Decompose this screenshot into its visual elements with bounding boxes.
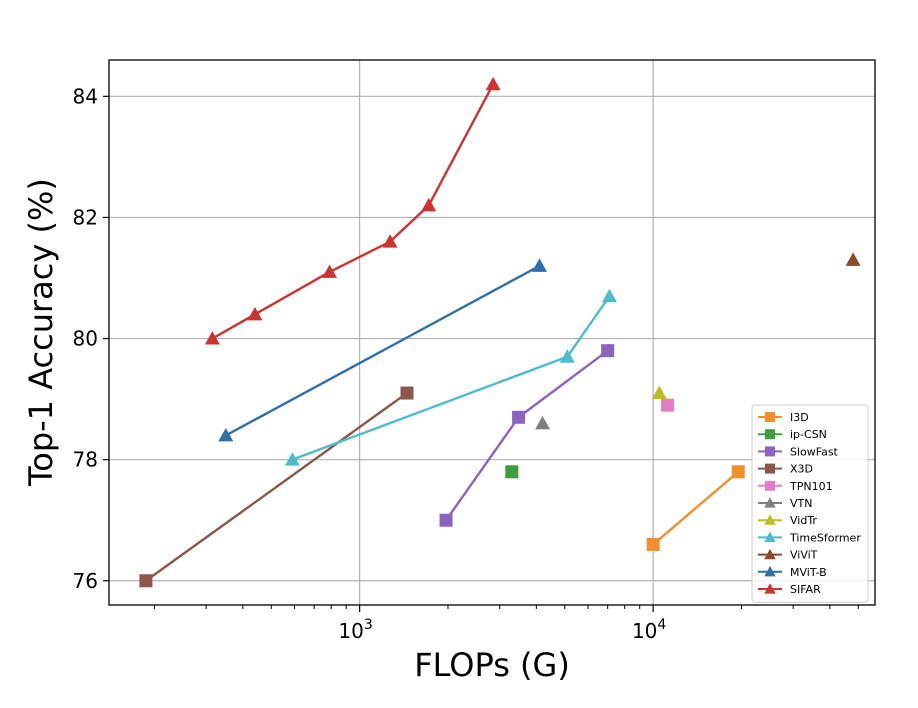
series-vidtr xyxy=(651,385,667,400)
legend-entry: I3D xyxy=(758,411,809,424)
y-axis-ticks: 76 78 80 82 84 xyxy=(73,84,109,593)
y-tick-label: 82 xyxy=(73,205,98,229)
series-x3d xyxy=(139,386,414,588)
legend-label: SIFAR xyxy=(790,583,821,596)
x-tick-label-base: 10 xyxy=(632,619,657,643)
data-point xyxy=(646,537,660,551)
legend-label: I3D xyxy=(790,411,809,424)
series-line xyxy=(652,470,740,546)
data-point xyxy=(651,385,667,400)
series-sifar xyxy=(204,76,501,345)
series-line xyxy=(211,83,495,340)
data-point xyxy=(601,344,615,358)
x-axis-ticks: 103 104 xyxy=(153,605,859,643)
legend-entry: SlowFast xyxy=(758,445,839,458)
data-point xyxy=(218,427,234,442)
series-slowfast xyxy=(439,344,615,527)
data-point xyxy=(512,410,526,424)
legend-entry: TimeSformer xyxy=(758,531,861,544)
data-point xyxy=(382,234,398,248)
legend-entry: MViT-B xyxy=(758,566,827,579)
x-tick-label: 103 xyxy=(338,617,372,643)
series-vtn xyxy=(535,415,551,430)
series-line xyxy=(445,349,609,521)
x-tick-label-exponent: 4 xyxy=(657,617,666,633)
data-point xyxy=(284,452,300,466)
data-series xyxy=(139,76,861,588)
legend-label: TimeSformer xyxy=(789,531,861,544)
data-point xyxy=(602,288,617,303)
series-line xyxy=(291,295,611,461)
series-tpn101 xyxy=(661,398,675,412)
legend-label: ViViT xyxy=(790,549,818,562)
legend-label: TPN101 xyxy=(789,480,833,493)
x-tick-label-exponent: 3 xyxy=(364,617,373,633)
data-point xyxy=(421,197,437,212)
legend-entry: TPN101 xyxy=(758,480,833,493)
data-point xyxy=(505,465,519,479)
legend-marker xyxy=(765,480,775,491)
data-point xyxy=(139,574,153,588)
legend-marker xyxy=(764,548,776,560)
data-point xyxy=(535,415,551,430)
data-point xyxy=(559,349,575,363)
legend-entry: X3D xyxy=(758,463,813,476)
legend-entry: SIFAR xyxy=(758,583,821,596)
data-point xyxy=(400,386,414,400)
legend-marker xyxy=(765,429,775,440)
series-ip-csn xyxy=(505,465,519,479)
legend-entry: VTN xyxy=(758,497,812,510)
data-point xyxy=(322,264,338,278)
data-point xyxy=(532,258,547,272)
legend-label: VTN xyxy=(790,497,812,510)
data-point xyxy=(439,513,453,527)
x-tick-label: 104 xyxy=(632,617,666,643)
legend-marker xyxy=(764,566,776,577)
series-i3d xyxy=(646,465,745,551)
data-point xyxy=(661,398,675,412)
plot-frame xyxy=(108,59,876,606)
y-tick-label: 84 xyxy=(73,84,98,108)
legend-entry: VidTr xyxy=(758,514,817,527)
series-mvit-b xyxy=(218,258,547,442)
y-tick-label: 78 xyxy=(73,448,98,472)
legend-box xyxy=(751,404,869,603)
legend-label: SlowFast xyxy=(790,445,839,458)
data-point xyxy=(247,306,263,321)
series-line xyxy=(225,264,541,437)
data-point xyxy=(485,76,501,91)
series-line xyxy=(145,392,408,582)
legend-marker xyxy=(764,497,776,508)
data-point xyxy=(731,465,745,479)
y-axis-title: Top-1 Accuracy (%) xyxy=(22,178,60,487)
data-point xyxy=(204,331,220,345)
x-axis-title: FLOPs (G) xyxy=(414,646,570,684)
legend-label: ip-CSN xyxy=(790,428,827,441)
legend-marker xyxy=(764,583,776,594)
legend: I3D ip-CSN SlowFast X3D TPN101 VTN VidTr TimeSf… xyxy=(751,404,869,603)
series-vivit xyxy=(845,252,861,266)
legend-marker xyxy=(765,446,775,457)
y-tick-label: 80 xyxy=(73,327,98,351)
grid-lines xyxy=(109,60,875,605)
legend-label: MViT-B xyxy=(790,566,827,579)
legend-entry: ViViT xyxy=(758,549,818,562)
legend-label: VidTr xyxy=(790,514,817,527)
legend-label: X3D xyxy=(790,463,813,476)
series-timesformer xyxy=(284,288,617,466)
legend-marker xyxy=(765,463,775,474)
y-tick-label: 76 xyxy=(73,569,98,593)
legend-marker xyxy=(764,531,776,542)
data-point xyxy=(845,252,861,266)
x-tick-label-base: 10 xyxy=(338,619,363,643)
legend-entry: ip-CSN xyxy=(758,428,827,441)
legend-marker xyxy=(764,514,776,525)
legend-marker xyxy=(765,412,775,422)
